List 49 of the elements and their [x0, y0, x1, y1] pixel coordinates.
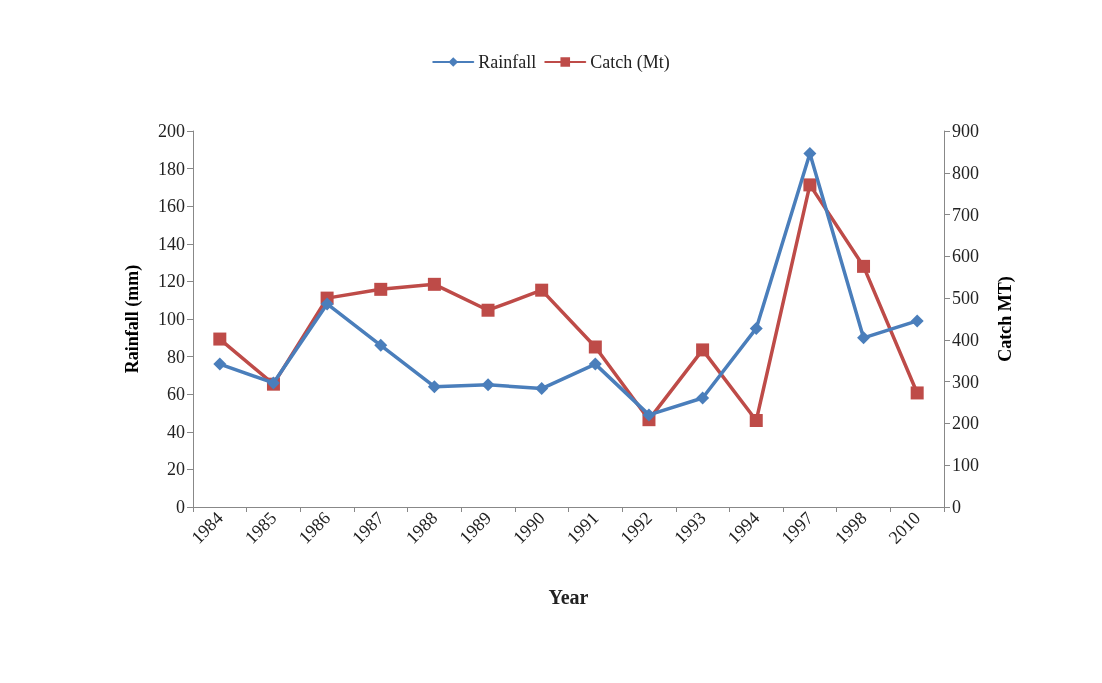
point [213, 332, 227, 346]
y2-tick-label: 900 [952, 121, 979, 141]
point [749, 321, 763, 335]
point [427, 277, 441, 291]
point [910, 386, 924, 400]
y-tick-label: 140 [158, 233, 185, 254]
point [481, 303, 495, 317]
point [803, 178, 817, 192]
y-tick-label: 120 [158, 271, 185, 292]
y2-tick-label: 800 [952, 162, 979, 183]
y2-tick-label: 500 [952, 288, 979, 309]
y2-tick-label: 700 [952, 204, 979, 225]
point [374, 338, 388, 352]
point [535, 283, 549, 297]
y-tick-label: 80 [167, 346, 185, 367]
y2-axis-title: Catch MT) [995, 276, 1016, 362]
point [535, 382, 549, 396]
y-tick-label: 180 [158, 158, 185, 179]
y-tick-label: 160 [158, 196, 185, 217]
y2-tick-label: 300 [952, 371, 979, 392]
y-tick-label: 100 [158, 309, 185, 329]
point [857, 331, 871, 345]
y2-tick-label: 200 [952, 413, 979, 434]
y2-tick-label: 400 [952, 329, 979, 350]
point [213, 357, 227, 371]
point [642, 408, 656, 422]
y-tick-label: 60 [167, 384, 185, 405]
point [857, 259, 871, 273]
x-axis-title: Year [548, 586, 589, 608]
y2-tick-label: 600 [952, 246, 979, 267]
point [481, 378, 495, 392]
legend-label: Catch (Mt) [590, 52, 670, 73]
y2-tick-label: 0 [952, 497, 961, 517]
point [427, 380, 441, 394]
point [588, 340, 602, 354]
y-tick-label: 200 [158, 121, 185, 141]
point [588, 357, 602, 371]
point [696, 343, 710, 357]
point [374, 282, 388, 296]
y-tick-label: 20 [167, 459, 185, 480]
point [696, 391, 710, 405]
y-tick-label: 40 [167, 421, 185, 442]
point [910, 314, 924, 328]
y-axis-title: Rainfall (mm) [122, 264, 143, 374]
legend-label: Rainfall [478, 52, 537, 72]
y-tick-label: 0 [176, 497, 185, 517]
point [749, 414, 763, 428]
point [320, 297, 334, 311]
y2-tick-label: 100 [952, 455, 979, 476]
